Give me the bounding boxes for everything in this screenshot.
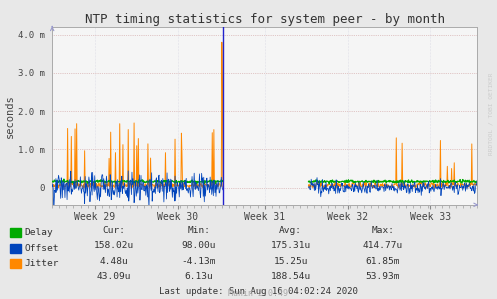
Text: Delay: Delay — [25, 228, 54, 237]
Text: Offset: Offset — [25, 244, 59, 253]
Y-axis label: seconds: seconds — [5, 94, 15, 138]
Text: Last update: Sun Aug 16 04:02:24 2020: Last update: Sun Aug 16 04:02:24 2020 — [159, 287, 358, 296]
Text: 61.85m: 61.85m — [365, 257, 400, 266]
Text: 43.09u: 43.09u — [97, 272, 132, 281]
Title: NTP timing statistics for system peer - by month: NTP timing statistics for system peer - … — [84, 13, 445, 26]
Text: 4.48u: 4.48u — [100, 257, 129, 266]
Text: 414.77u: 414.77u — [363, 241, 403, 250]
Text: 158.02u: 158.02u — [94, 241, 134, 250]
Text: 188.54u: 188.54u — [271, 272, 311, 281]
Text: 53.93m: 53.93m — [365, 272, 400, 281]
Text: 6.13u: 6.13u — [184, 272, 213, 281]
Text: RRDTOOL / TOBI OETIKER: RRDTOOL / TOBI OETIKER — [489, 72, 494, 155]
Text: 15.25u: 15.25u — [273, 257, 308, 266]
Text: 175.31u: 175.31u — [271, 241, 311, 250]
Text: Munin 2.0.49: Munin 2.0.49 — [229, 289, 288, 298]
Text: Jitter: Jitter — [25, 259, 59, 268]
Text: -4.13m: -4.13m — [181, 257, 216, 266]
Text: Avg:: Avg: — [279, 226, 302, 235]
Text: 98.00u: 98.00u — [181, 241, 216, 250]
Text: Max:: Max: — [371, 226, 394, 235]
Text: Cur:: Cur: — [103, 226, 126, 235]
Text: Min:: Min: — [187, 226, 210, 235]
